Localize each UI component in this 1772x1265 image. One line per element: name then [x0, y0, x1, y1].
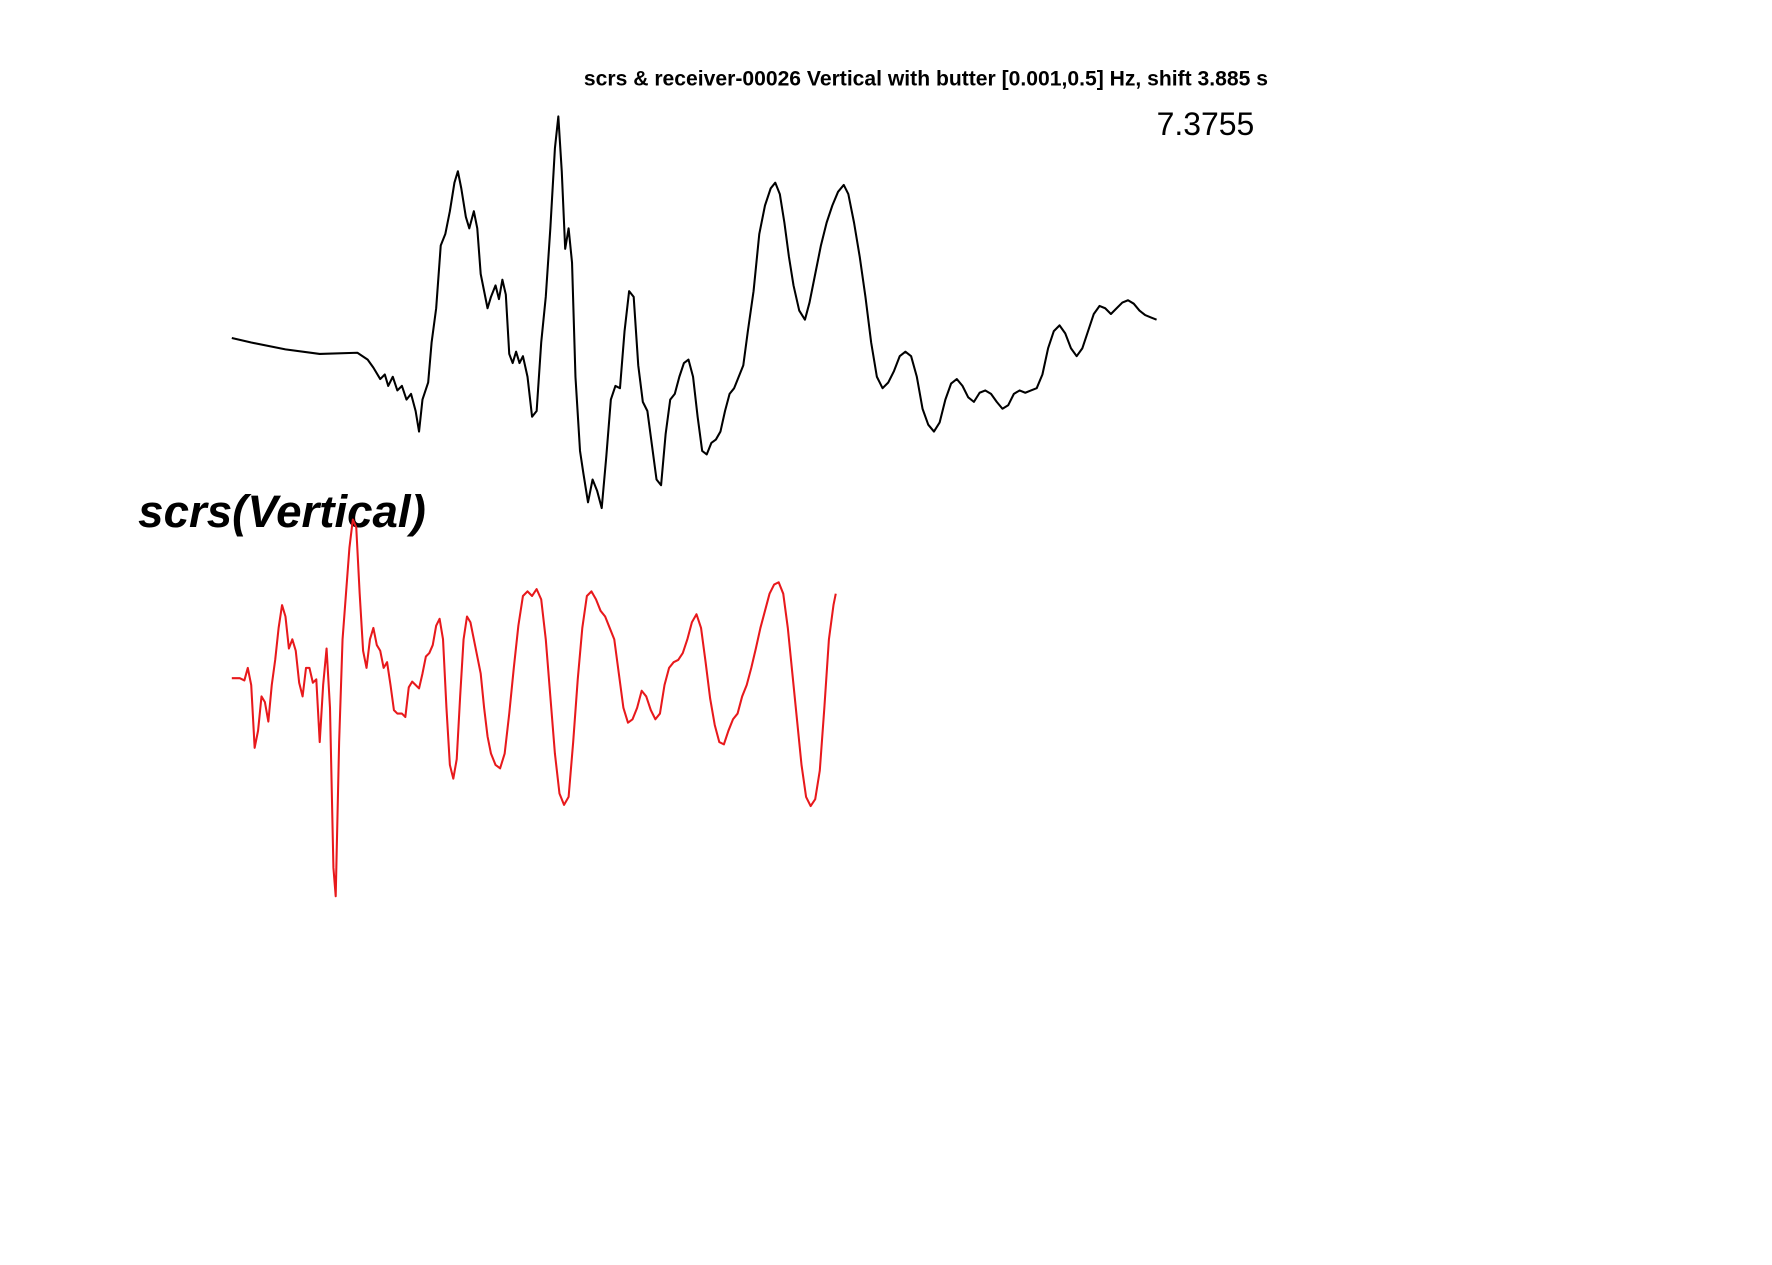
trace-label: scrs(Vertical) — [138, 486, 426, 537]
chart-title: scrs & receiver-00026 Vertical with butt… — [584, 67, 1268, 90]
trace-line — [231, 115, 1157, 510]
trace-line — [231, 518, 837, 898]
annotation: 7.3755 — [1157, 106, 1255, 142]
